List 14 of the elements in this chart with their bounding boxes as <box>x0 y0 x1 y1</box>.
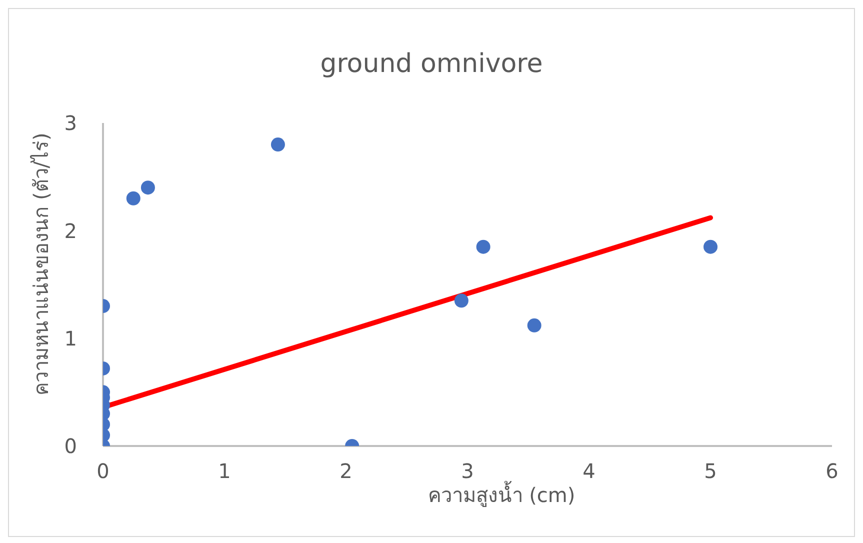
x-tick-label: 5 <box>704 459 717 484</box>
y-tick-label: 2 <box>64 218 77 243</box>
x-tick-label: 2 <box>340 459 352 484</box>
x-axis-title: ความสูงน้ำ (cm) <box>428 483 576 507</box>
x-tick-label: 0 <box>96 459 110 484</box>
y-tick-label: 3 <box>64 111 77 136</box>
x-tick-label: 1 <box>218 459 231 484</box>
y-axis-title: ความหนาแน่นของนก (ตัว/ไร่) <box>28 132 54 396</box>
chart-title: ground omnivore <box>319 49 544 79</box>
x-tick-label: 3 <box>461 459 474 484</box>
x-tick-label: 4 <box>582 459 596 484</box>
y-tick-label: 1 <box>64 326 77 350</box>
y-tick-label: 0 <box>64 434 77 458</box>
x-tick-label: 6 <box>826 459 838 484</box>
